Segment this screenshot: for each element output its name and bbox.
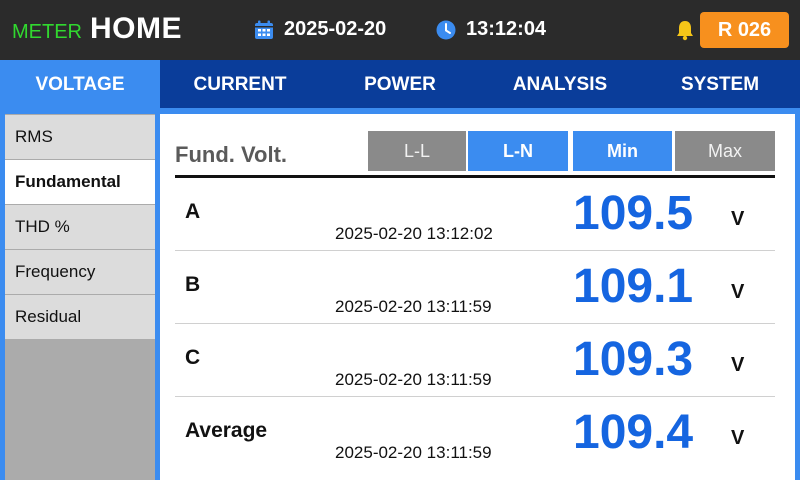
tab-underline <box>0 108 800 114</box>
right-border <box>795 114 800 480</box>
sidebar-item-rms[interactable]: RMS <box>5 115 155 159</box>
ll-button[interactable]: L-L <box>368 131 466 171</box>
sidebar-item-thd[interactable]: THD % <box>5 205 155 249</box>
tab-current[interactable]: CURRENT <box>193 74 287 95</box>
time-text: 13:12:04 <box>466 18 547 40</box>
sidebar-item-residual[interactable]: Residual <box>5 295 155 339</box>
tab-voltage[interactable]: VOLTAGE <box>0 60 160 110</box>
time-display: 13:12:04 <box>436 18 546 41</box>
row-divider <box>175 250 775 251</box>
phase-label: C <box>185 346 201 369</box>
sidebar-item-fundamental[interactable]: Fundamental <box>5 160 155 204</box>
main-panel: Fund. Volt. L-L L-N Min Max A 2025-02-20… <box>160 114 800 480</box>
voltage-value: 109.1 <box>573 260 694 313</box>
ln-button[interactable]: L-N <box>468 131 568 171</box>
table-row: B 2025-02-20 13:11:59 109.1 V <box>175 251 775 324</box>
table-row: A 2025-02-20 13:12:02 109.5 V <box>175 178 775 251</box>
voltage-value: 109.3 <box>573 333 694 386</box>
brand: METER HOME <box>12 12 182 48</box>
tab-power[interactable]: POWER <box>364 74 436 95</box>
sidebar-list: RMS Fundamental THD % Frequency Residual <box>5 114 155 480</box>
sidebar: RMS Fundamental THD % Frequency Residual <box>0 114 160 480</box>
date-display: 2025-02-20 <box>254 18 386 41</box>
unit-label: V <box>731 208 745 230</box>
phase-label: B <box>185 273 201 296</box>
table-row: Average 2025-02-20 13:11:59 109.4 V <box>175 397 775 470</box>
sidebar-item-frequency[interactable]: Frequency <box>5 250 155 294</box>
phase-label: A <box>185 200 201 223</box>
unit-label: V <box>731 427 745 449</box>
min-button[interactable]: Min <box>573 131 672 171</box>
table-row: C 2025-02-20 13:11:59 109.3 V <box>175 324 775 397</box>
tab-system[interactable]: SYSTEM <box>680 74 760 95</box>
voltage-value: 109.5 <box>573 187 694 240</box>
page-title: HOME <box>90 12 182 45</box>
header-divider <box>175 175 775 178</box>
row-timestamp: 2025-02-20 13:11:59 <box>335 297 492 316</box>
unit-label: V <box>731 354 745 376</box>
date-text: 2025-02-20 <box>284 18 387 40</box>
alarm-badge-button[interactable]: R 026 <box>700 12 789 48</box>
row-divider <box>175 323 775 324</box>
row-divider <box>175 396 775 397</box>
brand-meter-text: METER <box>12 21 82 43</box>
row-timestamp: 2025-02-20 13:11:59 <box>335 443 492 462</box>
header-bar: METER HOME 2025-02-20 13:12:04 R 026 <box>0 0 800 60</box>
calendar-icon <box>255 20 273 39</box>
unit-label: V <box>731 281 745 303</box>
tab-analysis[interactable]: ANALYSIS <box>512 74 608 95</box>
max-button[interactable]: Max <box>675 131 775 171</box>
main-tabs: VOLTAGE CURRENT POWER ANALYSIS SYSTEM <box>0 60 800 110</box>
voltage-value: 109.4 <box>573 406 694 459</box>
row-timestamp: 2025-02-20 13:11:59 <box>335 370 492 389</box>
row-timestamp: 2025-02-20 13:12:02 <box>335 224 493 243</box>
section-title: Fund. Volt. <box>175 142 288 167</box>
clock-icon <box>436 20 456 39</box>
phase-label: Average <box>185 419 268 442</box>
bell-icon[interactable] <box>674 19 696 41</box>
